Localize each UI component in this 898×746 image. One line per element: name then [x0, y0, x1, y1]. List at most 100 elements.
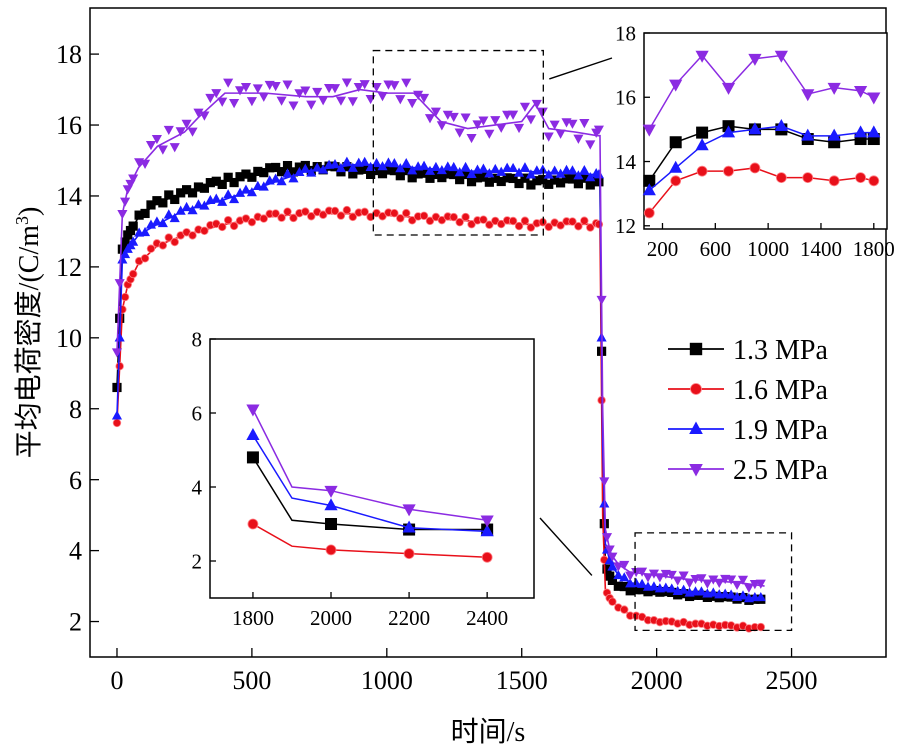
main-series-marker-1	[188, 231, 197, 240]
inset-top-marker-3	[669, 79, 683, 92]
main-series-marker-2	[579, 164, 590, 175]
main-series-marker-2	[306, 167, 317, 177]
main-series-marker-3	[413, 90, 424, 100]
main-series-marker-1	[223, 215, 233, 225]
main-series-marker-3	[371, 82, 382, 93]
main-series-marker-3	[607, 552, 618, 562]
main-series-marker-3	[690, 574, 701, 585]
inset-top-x-tick-label: 600	[700, 237, 732, 261]
main-series-marker-0	[579, 173, 589, 183]
main-series-marker-1	[390, 208, 399, 218]
inset-bottom-x-tick-label: 1800	[232, 606, 274, 630]
main-series-marker-2	[555, 168, 566, 178]
main-series-marker-3	[318, 96, 329, 106]
main-series-marker-3	[157, 145, 168, 155]
main-series-marker-3	[714, 578, 725, 588]
main-series-marker-3	[585, 140, 596, 150]
main-series-marker-2	[181, 201, 192, 212]
inset-top-x-tick-label: 1000	[747, 237, 789, 261]
main-series-marker-0	[594, 177, 604, 187]
main-series-marker-1	[608, 597, 617, 606]
main-series-marker-2	[496, 166, 507, 176]
main-series-marker-0	[187, 188, 198, 198]
x-axis-label: 时间/s	[451, 716, 526, 746]
main-series-marker-3	[654, 573, 665, 583]
main-series-marker-1	[118, 305, 127, 314]
main-series-marker-3	[755, 579, 766, 589]
main-series-marker-2	[288, 173, 299, 183]
main-series-marker-3	[418, 93, 430, 104]
main-series-marker-3	[567, 119, 578, 129]
main-series-marker-3	[454, 128, 465, 138]
main-series-marker-0	[164, 190, 174, 200]
main-series-marker-2	[436, 164, 447, 175]
inset-bottom-x-tick-label: 2200	[388, 606, 430, 630]
inset-top-marker-3	[748, 53, 762, 66]
inset-bottom-marker-3	[402, 504, 416, 517]
main-series-marker-2	[282, 168, 293, 178]
main-series-marker-2	[448, 161, 459, 172]
legend-marker-1	[690, 383, 702, 395]
main-series-marker-2	[478, 163, 489, 173]
main-series-marker-2	[696, 586, 707, 596]
main-series-marker-0	[613, 581, 623, 591]
main-series-marker-2	[377, 161, 388, 171]
main-series-marker-3	[424, 114, 436, 124]
main-series-marker-3	[329, 84, 341, 94]
legend-marker-3	[689, 464, 703, 477]
main-series-marker-2	[371, 157, 382, 168]
main-series-marker-0	[538, 175, 548, 185]
main-series-marker-3	[187, 127, 198, 137]
inset-top-y-tick-label: 18	[615, 21, 636, 45]
main-series-marker-3	[111, 348, 123, 358]
main-series-marker-0	[643, 587, 653, 597]
inset-bottom-marker-1	[403, 548, 415, 559]
main-series-marker-2	[276, 176, 287, 186]
main-series-marker-0	[158, 198, 168, 208]
main-series-marker-3	[613, 562, 624, 572]
main-series-marker-1	[259, 214, 268, 223]
main-series-marker-0	[602, 564, 612, 574]
inset-bottom-marker-1	[481, 551, 493, 563]
main-series-marker-2	[128, 236, 139, 246]
main-series-marker-3	[619, 560, 630, 571]
main-series-marker-3	[604, 545, 615, 555]
main-series-marker-1	[402, 208, 411, 218]
main-series-marker-1	[241, 214, 251, 223]
inset-chart-bottom: 1800 2000 2200 2400 2 4 6 8	[192, 327, 535, 630]
inset-top-marker-3	[853, 86, 868, 99]
main-series-marker-0	[112, 382, 122, 393]
main-series-marker-2	[389, 158, 400, 168]
main-series-marker-3	[395, 95, 406, 105]
main-series-marker-1	[115, 361, 124, 371]
inset-top-series-line-3	[648, 54, 875, 130]
main-series-marker-0	[205, 178, 215, 188]
main-x-tick-label: 1500	[496, 666, 548, 695]
main-series-marker-3	[743, 583, 754, 593]
inset-top-marker-1	[868, 175, 880, 187]
main-series-marker-0	[419, 168, 429, 178]
main-x-tick-label: 0	[110, 666, 123, 695]
main-series-marker-0	[455, 175, 465, 185]
inset-bottom-y-tick-label: 8	[192, 327, 203, 351]
main-series-marker-2	[312, 162, 323, 172]
main-series-marker-0	[117, 244, 127, 254]
main-series-marker-1	[461, 212, 470, 222]
inset-top-marker-3	[695, 50, 709, 63]
main-series-marker-1	[620, 605, 629, 614]
main-series-marker-1	[580, 216, 589, 225]
main-series-marker-3	[288, 101, 299, 111]
main-series-marker-3	[163, 125, 174, 136]
inset-top-marker-1	[670, 175, 682, 187]
main-series-marker-3	[596, 295, 607, 306]
main-series-marker-3	[684, 579, 695, 589]
main-series-marker-3	[436, 121, 447, 131]
main-series-marker-3	[637, 567, 648, 577]
main-series-marker-2	[139, 226, 151, 237]
main-series-marker-2	[418, 160, 430, 170]
main-series-marker-0	[431, 169, 441, 180]
main-series-marker-2	[359, 156, 370, 166]
inset-top-frame	[643, 32, 888, 230]
main-series-marker-0	[170, 194, 180, 205]
main-series-marker-1	[485, 220, 494, 229]
